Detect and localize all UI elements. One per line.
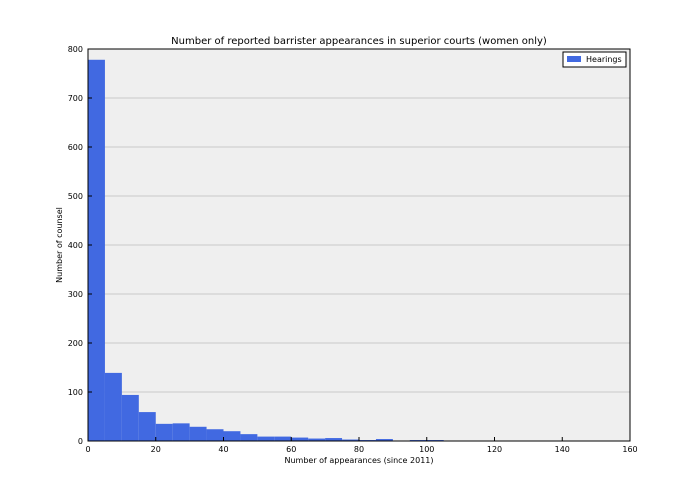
- histogram-bar: [342, 439, 359, 441]
- legend-swatch: [567, 56, 581, 62]
- x-tick-label: 40: [218, 445, 228, 454]
- legend-label: Hearings: [586, 55, 622, 64]
- y-tick-label: 100: [68, 388, 83, 397]
- histogram-bar: [257, 436, 275, 441]
- y-tick-label: 600: [68, 143, 83, 152]
- legend-box: [562, 51, 627, 68]
- x-tick-label: 100: [419, 445, 434, 454]
- y-tick-label: 400: [68, 241, 83, 250]
- histogram-bar: [155, 423, 173, 441]
- chart-title: Number of reported barrister appearances…: [171, 36, 547, 47]
- x-tick-label: 80: [354, 445, 364, 454]
- y-tick-label: 500: [68, 192, 83, 201]
- y-tick-label: 700: [68, 94, 83, 103]
- histogram-bar: [308, 438, 326, 441]
- y-tick-label: 200: [68, 339, 83, 348]
- histogram-bar: [189, 426, 207, 441]
- bars: [88, 59, 614, 442]
- x-tick-label: 60: [286, 445, 296, 454]
- x-tick-label: 140: [555, 445, 570, 454]
- y-axis: 0 100 200 300 400 500 600 700 800: [68, 45, 92, 446]
- gridlines: [88, 97, 630, 393]
- histogram-bar: [325, 438, 343, 441]
- histogram-bar: [240, 434, 258, 441]
- histogram-bar: [88, 59, 105, 441]
- histogram-bar: [223, 431, 241, 441]
- histogram-bar: [138, 412, 156, 441]
- y-tick-label: 800: [68, 45, 83, 54]
- x-tick-label: 160: [622, 445, 637, 454]
- histogram-bar: [375, 439, 393, 441]
- x-tick-label: 0: [85, 445, 90, 454]
- x-tick-label: 120: [487, 445, 502, 454]
- histogram-bar: [291, 437, 309, 441]
- x-axis: 0 20 40 60 80 100 120 140 160: [85, 437, 638, 454]
- histogram-bar: [104, 372, 122, 441]
- histogram-bar: [121, 394, 139, 441]
- x-tick-label: 20: [151, 445, 161, 454]
- legend: Hearings: [562, 51, 627, 68]
- histogram-bar: [274, 436, 292, 441]
- y-tick-label: 300: [68, 290, 83, 299]
- histogram-bar: [172, 423, 190, 441]
- x-axis-label: Number of appearances (since 2011): [284, 456, 433, 465]
- y-axis-label: Number of counsel: [55, 207, 64, 283]
- y-tick-label: 0: [78, 437, 83, 446]
- histogram-bar: [206, 429, 224, 441]
